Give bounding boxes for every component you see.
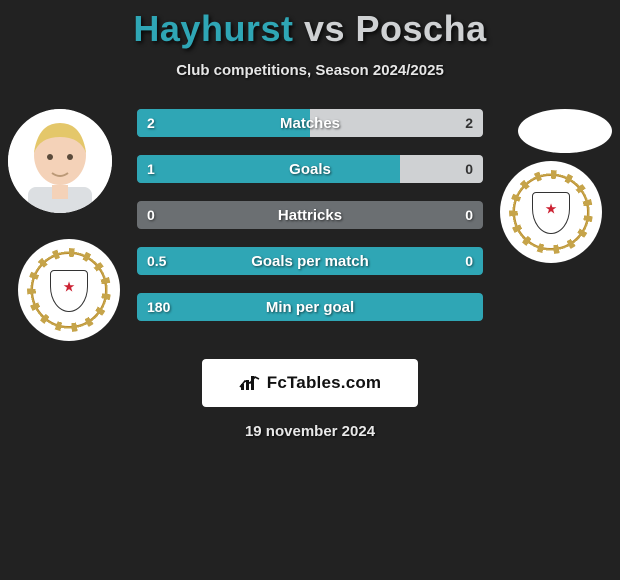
stats-table: Matches22Goals10Hattricks00Goals per mat… <box>137 109 483 339</box>
stat-bar-left <box>137 155 400 183</box>
player1-name: Hayhurst <box>133 8 293 49</box>
crest-icon <box>513 174 589 250</box>
stat-value-right: 0 <box>465 155 473 183</box>
stat-value-left: 180 <box>147 293 170 321</box>
vs-label: vs <box>304 8 345 49</box>
stat-value-left: 0.5 <box>147 247 166 275</box>
player1-club-crest <box>18 239 120 341</box>
source-name: FcTables.com <box>267 373 382 393</box>
player2-avatar <box>518 109 612 153</box>
page-title: Hayhurst vs Poscha <box>0 8 620 50</box>
player2-name: Poscha <box>356 8 487 49</box>
chart-icon <box>239 374 261 392</box>
stat-bar-neutral <box>137 201 483 229</box>
subtitle: Club competitions, Season 2024/2025 <box>0 62 620 79</box>
stat-value-right: 0 <box>465 201 473 229</box>
stat-row: Goals10 <box>137 155 483 183</box>
stat-row: Hattricks00 <box>137 201 483 229</box>
stat-bar-left <box>137 247 483 275</box>
stat-row: Goals per match0.50 <box>137 247 483 275</box>
stat-value-right: 2 <box>465 109 473 137</box>
stat-row: Min per goal180 <box>137 293 483 321</box>
stat-bar-left <box>137 293 483 321</box>
player1-photo-placeholder <box>8 109 112 213</box>
player1-avatar <box>8 109 112 213</box>
crest-icon <box>31 252 107 328</box>
stat-bar-right <box>310 109 483 137</box>
stat-row: Matches22 <box>137 109 483 137</box>
source-logo: FcTables.com <box>202 359 418 407</box>
stat-value-left: 2 <box>147 109 155 137</box>
stat-value-right: 0 <box>465 247 473 275</box>
stat-value-left: 1 <box>147 155 155 183</box>
date-label: 19 november 2024 <box>0 423 620 440</box>
header: Hayhurst vs Poscha Club competitions, Se… <box>0 0 620 79</box>
stat-value-left: 0 <box>147 201 155 229</box>
stat-bar-left <box>137 109 310 137</box>
player2-club-crest <box>500 161 602 263</box>
